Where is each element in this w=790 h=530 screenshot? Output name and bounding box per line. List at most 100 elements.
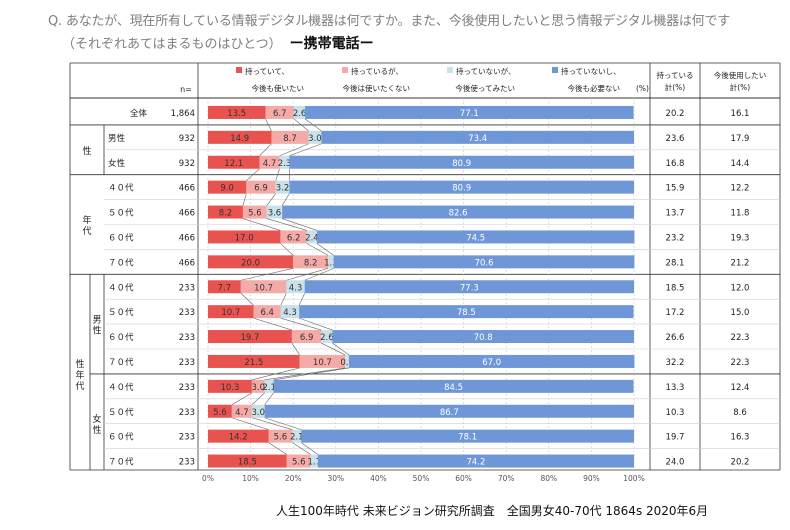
bar-segment bbox=[299, 305, 634, 319]
bar-segment bbox=[264, 379, 274, 393]
bar-value-label: 2.1 bbox=[262, 383, 276, 393]
row-n: 233 bbox=[179, 433, 195, 443]
bar-segment bbox=[293, 255, 329, 269]
row-label: ６０代 bbox=[108, 332, 134, 343]
row-n: 233 bbox=[179, 358, 195, 368]
bar-segment bbox=[253, 305, 281, 319]
connector-line bbox=[268, 442, 287, 455]
x-tick-label: 10% bbox=[242, 474, 259, 483]
connector-line bbox=[304, 118, 322, 132]
column-header: 計(%) bbox=[730, 82, 751, 92]
bar-segment bbox=[333, 255, 635, 269]
bar-value-label: 7.7 bbox=[218, 283, 232, 293]
own-total: 23.6 bbox=[666, 134, 685, 144]
row-label: ７０代 bbox=[108, 357, 134, 368]
connector-line bbox=[251, 392, 265, 405]
unit-label: (%) bbox=[636, 84, 649, 93]
subgroup-label: 男 bbox=[92, 315, 101, 326]
bar-value-label: 5.6 bbox=[292, 458, 306, 468]
x-tick-label: 20% bbox=[285, 474, 302, 483]
connector-line bbox=[265, 118, 272, 131]
own-total: 15.9 bbox=[666, 184, 685, 194]
bar-value-label: 80.9 bbox=[452, 159, 471, 169]
group-label: 年 bbox=[75, 369, 84, 381]
row-label: 男性 bbox=[108, 133, 126, 144]
connector-line bbox=[253, 317, 293, 331]
own-total: 32.2 bbox=[666, 358, 685, 368]
bar-value-label: 6.2 bbox=[287, 233, 301, 243]
bar-value-label: 1.7 bbox=[308, 458, 322, 468]
n-label: n= bbox=[180, 85, 192, 94]
want-total: 12.2 bbox=[731, 184, 750, 194]
row-label: ４０代 bbox=[108, 382, 134, 393]
bar-segment bbox=[208, 429, 269, 443]
row-label: ４０代 bbox=[108, 282, 134, 293]
row-label: 女性 bbox=[108, 158, 126, 169]
bar-segment bbox=[266, 205, 283, 219]
x-tick-label: 70% bbox=[498, 474, 515, 483]
bar-value-label: 2.3 bbox=[278, 159, 292, 169]
connector-line bbox=[246, 168, 260, 181]
bar-value-label: 3.6 bbox=[268, 209, 282, 219]
group-label: 代 bbox=[75, 381, 84, 392]
bar-segment bbox=[208, 454, 287, 468]
bar-segment bbox=[208, 105, 266, 119]
row-label: ６０代 bbox=[108, 432, 134, 443]
x-tick-label: 50% bbox=[413, 474, 430, 483]
row-label: ６０代 bbox=[108, 232, 134, 243]
legend-label: 持っていないが、 bbox=[456, 66, 515, 76]
legend-label: 持っていないし、 bbox=[561, 66, 621, 76]
own-total: 24.0 bbox=[666, 458, 685, 468]
bar-value-label: 8.2 bbox=[304, 258, 318, 268]
row-n: 233 bbox=[179, 383, 195, 393]
connector-line bbox=[259, 143, 272, 156]
bar-value-label: 20.0 bbox=[241, 258, 260, 268]
x-tick-label: 90% bbox=[583, 474, 600, 483]
column-header: 今後使用したい bbox=[714, 70, 767, 80]
chart-subtitle: ー携帯電話ー bbox=[289, 36, 374, 52]
connector-line bbox=[279, 143, 309, 157]
legend-label: 今後使ってみたい bbox=[455, 83, 515, 93]
connector-line bbox=[280, 243, 294, 256]
subgroup-label: 性 bbox=[92, 325, 101, 337]
bar-value-label: 74.5 bbox=[466, 233, 485, 243]
bar-segment bbox=[321, 330, 333, 344]
connector-line bbox=[280, 293, 287, 306]
legend-swatch bbox=[552, 67, 558, 73]
bar-value-label: 3.0 bbox=[308, 134, 322, 144]
column-header: 持っている bbox=[656, 70, 693, 80]
connector-line bbox=[231, 392, 253, 406]
bar-segment bbox=[301, 429, 634, 443]
row-n: 466 bbox=[179, 258, 195, 268]
row-label: ５０代 bbox=[108, 208, 134, 219]
connector-line bbox=[291, 342, 300, 356]
own-total: 13.3 bbox=[666, 383, 685, 393]
bar-segment bbox=[332, 330, 634, 344]
bar-segment bbox=[289, 155, 634, 169]
x-tick-label: 60% bbox=[455, 474, 472, 483]
bar-value-label: 4.7 bbox=[263, 159, 277, 169]
bar-segment bbox=[294, 105, 306, 119]
bar-value-label: 6.7 bbox=[273, 109, 287, 119]
want-total: 19.3 bbox=[731, 233, 750, 243]
bar-value-label: 84.5 bbox=[444, 383, 463, 393]
bar-value-label: 73.4 bbox=[468, 134, 487, 144]
bar-segment bbox=[271, 130, 309, 144]
want-total: 14.4 bbox=[731, 159, 750, 169]
connector-line bbox=[264, 417, 302, 430]
bar-segment bbox=[273, 379, 634, 393]
bar-value-label: 18.5 bbox=[238, 458, 257, 468]
bar-segment bbox=[265, 105, 295, 119]
connector-line bbox=[275, 168, 280, 181]
connector-line bbox=[266, 193, 276, 206]
connector-line bbox=[299, 317, 333, 331]
bar-value-label: 2.6 bbox=[320, 333, 334, 343]
subgroup-label: 女 bbox=[92, 413, 101, 425]
bar-value-label: 3.2 bbox=[276, 184, 290, 194]
bar-value-label: 14.2 bbox=[229, 433, 248, 443]
bar-value-label: 21.5 bbox=[244, 358, 263, 368]
bar-segment bbox=[208, 330, 292, 344]
bar-segment bbox=[308, 130, 322, 144]
bar-value-label: 82.6 bbox=[449, 209, 468, 219]
